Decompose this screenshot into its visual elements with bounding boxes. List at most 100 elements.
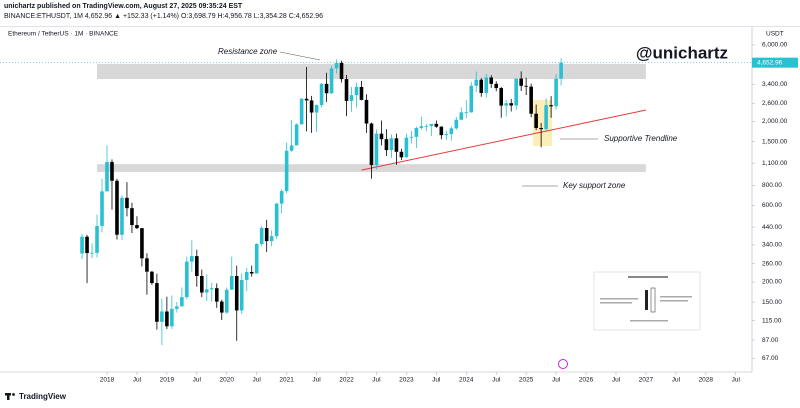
- candle: [394, 133, 399, 165]
- y-tick-label: 440.00: [762, 224, 782, 231]
- candle: [509, 98, 513, 112]
- candle: [329, 65, 334, 94]
- logo-bar: [7, 393, 10, 400]
- inset-candle: [645, 290, 648, 310]
- pattern-inset: [593, 271, 701, 331]
- candle: [145, 253, 149, 295]
- x-tick-label: Jul: [312, 377, 321, 384]
- candle: [379, 120, 384, 146]
- candle-body: [130, 208, 134, 226]
- y-tick-label: 600.00: [762, 202, 782, 209]
- y-tick-label: 200.00: [762, 279, 782, 286]
- y-tick-label: 67.00: [762, 355, 779, 362]
- candle: [414, 126, 419, 148]
- trendline-label: Supportive Trendline: [604, 134, 678, 143]
- candle: [299, 98, 304, 125]
- candle-body: [539, 128, 543, 130]
- axis-unit: USDT: [766, 31, 784, 38]
- separator: [0, 26, 800, 27]
- candle-body: [399, 151, 404, 158]
- candle: [195, 249, 199, 287]
- candle-body: [214, 288, 219, 302]
- y-tick-label: 1,100.00: [762, 160, 788, 167]
- candle-body: [304, 98, 309, 101]
- candle-body: [244, 271, 249, 280]
- candle: [165, 296, 169, 329]
- candle: [249, 265, 254, 277]
- inset-line: [660, 300, 688, 302]
- candle-body: [339, 62, 344, 80]
- candle: [529, 83, 533, 118]
- candle: [554, 74, 558, 110]
- x-tick-label: 2028: [699, 377, 714, 384]
- candle-body: [224, 289, 229, 313]
- candle: [155, 273, 159, 330]
- candle-body: [160, 311, 164, 322]
- candle-body: [105, 162, 109, 192]
- candle-body: [264, 228, 269, 242]
- candle-body: [239, 279, 244, 311]
- x-tick-label: 2019: [160, 377, 175, 384]
- candle: [549, 96, 553, 118]
- candle: [175, 302, 179, 313]
- candle: [449, 126, 454, 141]
- candle-body: [499, 88, 504, 106]
- candle-body: [120, 197, 124, 235]
- candle: [289, 120, 294, 152]
- candle: [254, 243, 259, 274]
- candle: [519, 71, 523, 91]
- candle-body: [334, 62, 339, 69]
- candle: [464, 100, 469, 119]
- candle: [185, 256, 189, 300]
- candle: [404, 133, 409, 158]
- candle-body: [464, 112, 469, 114]
- candle-body: [379, 133, 384, 140]
- candle: [200, 269, 204, 298]
- candle: [269, 230, 274, 247]
- candle-body: [559, 62, 563, 79]
- candle-body: [544, 105, 548, 130]
- inset-line: [660, 296, 692, 298]
- candle: [314, 104, 319, 133]
- candle-body: [195, 256, 199, 277]
- trendline: [361, 109, 647, 171]
- candle-body: [404, 137, 409, 158]
- candle: [135, 216, 139, 230]
- candle: [474, 71, 479, 92]
- candle-body: [80, 236, 84, 254]
- candle-body: [135, 225, 139, 229]
- candle: [349, 86, 354, 112]
- candle-body: [329, 68, 334, 94]
- candle: [160, 298, 164, 346]
- candle-body: [384, 139, 389, 151]
- candle-body: [524, 85, 528, 87]
- y-tick-label: 1,500.00: [762, 138, 788, 145]
- candle-body: [249, 271, 254, 274]
- candle-body: [145, 258, 149, 272]
- candle: [499, 86, 504, 118]
- candle: [214, 283, 219, 308]
- candle-body: [150, 271, 154, 284]
- candle: [324, 72, 329, 102]
- x-tick-label: Jul: [193, 377, 202, 384]
- candle: [489, 75, 494, 88]
- candle-body: [449, 128, 454, 135]
- y-tick-label: 87.00: [762, 337, 779, 344]
- last-price-label: 4,652.96: [757, 59, 783, 66]
- candle-body: [205, 289, 209, 293]
- candle: [384, 129, 389, 156]
- brand: TradingView: [5, 392, 67, 401]
- candle-body: [529, 86, 533, 114]
- candle: [369, 122, 374, 179]
- candle: [140, 228, 144, 267]
- candle-body: [534, 113, 538, 129]
- candle-body: [364, 99, 369, 124]
- candle-body: [115, 180, 119, 235]
- x-tick-label: 2020: [220, 377, 235, 384]
- candle: [180, 287, 184, 307]
- candle: [539, 123, 543, 148]
- candle-body: [419, 126, 424, 129]
- x-tick-label: Jul: [672, 377, 681, 384]
- candle: [284, 142, 289, 194]
- x-tick-label: Jul: [432, 377, 441, 384]
